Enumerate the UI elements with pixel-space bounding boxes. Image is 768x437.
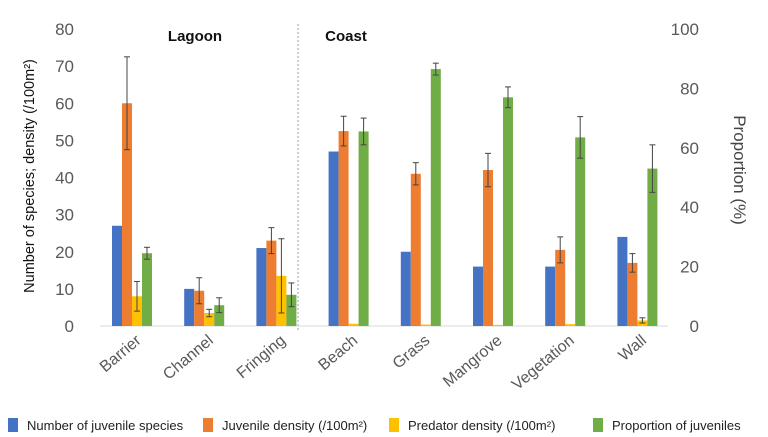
- legend-swatch-1: [203, 418, 213, 432]
- category-labels: Barrier Channel Fringing Beach Grass Mangrove…: [97, 332, 650, 394]
- legend-label-3: Proportion of juveniles: [612, 418, 741, 433]
- legend-swatch-0: [8, 418, 18, 432]
- bar-mangrove-series-3: [503, 97, 513, 326]
- bar-channel-series-3: [214, 305, 225, 326]
- category-label-beach: Beach: [315, 332, 361, 374]
- group-label-lagoon: Lagoon: [168, 28, 222, 45]
- group-label-coast: Coast: [325, 28, 367, 45]
- bar-mangrove-series-2: [493, 324, 503, 326]
- right-tick-label: 60: [680, 139, 699, 158]
- bar-vegetation-series-2: [565, 324, 576, 326]
- left-tick-label: 80: [55, 20, 74, 39]
- bar-grass-series-2: [420, 324, 431, 326]
- bar-wall-series-3: [647, 168, 658, 326]
- bar-beach-series-0: [328, 151, 339, 326]
- bar-beach-series-1: [338, 131, 349, 326]
- legend-swatch-3: [593, 418, 603, 432]
- category-label-channel: Channel: [160, 332, 217, 383]
- left-tick-label: 0: [65, 317, 74, 336]
- bar-beach-series-3: [358, 131, 369, 326]
- right-tick-label: 100: [671, 20, 699, 39]
- left-tick-label: 20: [55, 243, 74, 262]
- bar-wall-series-1: [627, 262, 638, 326]
- legend-label-2: Predator density (/100m²): [408, 418, 555, 433]
- right-tick-label: 20: [680, 258, 699, 277]
- left-axis-label: Number of species; density (/100m²): [22, 59, 38, 293]
- right-tick-label: 40: [680, 198, 699, 217]
- legend: Number of juvenile species Juvenile densi…: [8, 418, 741, 433]
- bars-layer: [112, 56, 658, 326]
- bar-fringing-series-3: [286, 294, 297, 326]
- bar-fringing-series-0: [256, 248, 267, 326]
- legend-label-0: Number of juvenile species: [27, 418, 184, 433]
- category-label-vegetation: Vegetation: [509, 332, 578, 394]
- legend-label-1: Juvenile density (/100m²): [222, 418, 367, 433]
- bar-grass-series-0: [400, 251, 411, 326]
- bar-fringing-series-1: [266, 240, 277, 326]
- category-label-barrier: Barrier: [97, 332, 145, 376]
- bar-vegetation-series-3: [575, 137, 586, 326]
- bar-channel-series-0: [184, 288, 195, 326]
- bar-beach-series-2: [348, 323, 359, 326]
- bar-mangrove-series-0: [473, 266, 483, 326]
- category-label-grass: Grass: [390, 332, 434, 372]
- legend-swatch-2: [389, 418, 399, 432]
- left-tick-label: 10: [55, 280, 74, 299]
- bar-grass-series-1: [410, 173, 421, 326]
- right-tick-label: 80: [680, 79, 699, 98]
- right-tick-label: 0: [690, 317, 699, 336]
- left-tick-label: 70: [55, 57, 74, 76]
- category-label-mangrove: Mangrove: [440, 332, 506, 391]
- bar-wall-series-0: [617, 236, 628, 326]
- left-tick-label: 40: [55, 169, 74, 188]
- left-tick-label: 60: [55, 94, 74, 113]
- right-axis-label: Proportion (%): [730, 115, 749, 225]
- right-axis-ticks: 0 20 40 60 80 100: [671, 20, 699, 336]
- bar-barrier-series-1: [122, 103, 132, 326]
- left-tick-label: 50: [55, 131, 74, 150]
- category-label-fringing: Fringing: [234, 332, 289, 382]
- bar-mangrove-series-1: [483, 170, 493, 326]
- bar-channel-series-2: [204, 313, 215, 326]
- bar-vegetation-series-1: [555, 249, 566, 326]
- left-axis-ticks: 0 10 20 30 40 50 60 70 80: [55, 20, 74, 336]
- bar-vegetation-series-0: [545, 266, 556, 326]
- bar-barrier-series-3: [142, 253, 152, 326]
- category-label-wall: Wall: [616, 332, 650, 365]
- left-tick-label: 30: [55, 206, 74, 225]
- bar-channel-series-1: [194, 290, 205, 326]
- bar-barrier-series-0: [112, 225, 122, 326]
- bar-grass-series-3: [430, 69, 441, 326]
